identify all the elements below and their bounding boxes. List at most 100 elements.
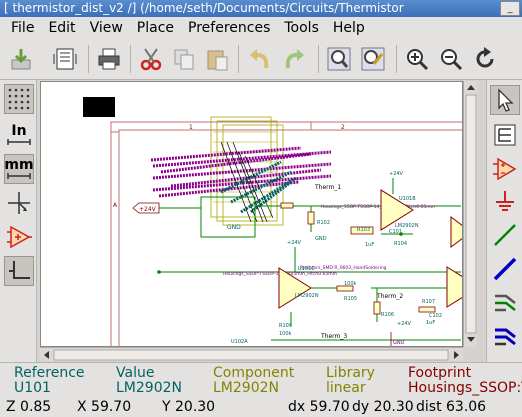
horizontal-scrollbar[interactable] <box>40 347 463 361</box>
power-mid-label: +24V <box>287 240 302 246</box>
value-label: Value <box>116 365 155 381</box>
origin-marker <box>83 97 115 117</box>
cluster-gnd-label: GND <box>227 224 241 231</box>
component-label: Component <box>213 365 295 381</box>
r105-value: 100k <box>344 281 357 287</box>
minimize-button[interactable]: _ <box>500 1 520 16</box>
menu-file[interactable]: File <box>11 20 35 36</box>
paste-icon[interactable] <box>202 44 232 74</box>
gnd1-label: GND <box>315 236 327 242</box>
cursor-icon[interactable] <box>4 188 34 218</box>
right-toolbar <box>486 80 522 362</box>
value-value: LM2902N <box>116 380 182 396</box>
dist-readout: dist 63.06 <box>416 399 487 415</box>
grid-icon[interactable] <box>4 84 34 114</box>
therm2-label: Therm_2 <box>376 293 403 300</box>
sheet-border <box>110 121 462 346</box>
mm-units-button[interactable]: mm <box>4 154 34 184</box>
place-power-icon[interactable] <box>490 186 520 216</box>
menu-place[interactable]: Place <box>136 20 175 36</box>
find-icon[interactable] <box>324 44 354 74</box>
therm1-footprint: Housings_SSOP:TSSOP-14_4.4x5mm_Pitch0.65… <box>321 204 435 210</box>
r109-label: R109 <box>279 323 292 329</box>
wire-to-bus-entry-icon[interactable] <box>490 322 520 352</box>
page-settings-icon[interactable] <box>50 44 80 74</box>
vertical-scrollbar[interactable] <box>463 81 477 347</box>
library-label: Library <box>326 365 375 381</box>
menubar: File Edit View Place Preferences Tools H… <box>0 17 522 39</box>
zoom-readout: Z 0.85 <box>6 399 52 415</box>
therm3-label: Therm_3 <box>320 333 347 340</box>
menu-preferences[interactable]: Preferences <box>188 20 271 36</box>
cut-icon[interactable] <box>136 44 166 74</box>
c102-label: C102 <box>429 313 442 319</box>
mm-label: mm <box>4 157 34 173</box>
find-replace-icon[interactable] <box>358 44 388 74</box>
zoom-out-icon[interactable] <box>436 44 466 74</box>
place-component-icon[interactable] <box>490 154 520 184</box>
u101c-value: LM2902N <box>295 293 319 299</box>
library-info: Library linear <box>326 366 375 396</box>
library-value: linear <box>326 380 366 396</box>
r106-label: R106 <box>381 312 394 318</box>
select-icon[interactable] <box>490 85 520 115</box>
c101-ref: C101 <box>389 229 402 235</box>
inch-label: In <box>11 123 27 139</box>
schematic-canvas[interactable]: 1 2 A GND +24V Therm_1 Housings_SSOP:TSS… <box>40 81 463 347</box>
reference-value: U101 <box>14 380 51 396</box>
place-wire-icon[interactable] <box>490 220 520 250</box>
component-value: LM2902N <box>213 380 279 396</box>
status-bar: Z 0.85 X 59.70 Y 20.30 dx 59.70 dy 20.30… <box>0 398 522 417</box>
hierarchy-navigator-icon[interactable] <box>490 120 520 150</box>
place-bus-icon[interactable] <box>490 254 520 284</box>
menu-tools[interactable]: Tools <box>284 20 319 36</box>
dx-readout: dx 59.70 <box>288 399 350 415</box>
lower-gnd-label: GND <box>393 340 405 346</box>
menu-view[interactable]: View <box>89 20 123 36</box>
sheet-inner-border <box>118 129 462 346</box>
r109-value: 100k <box>279 331 292 337</box>
sheet-number-2: 2 <box>341 124 345 131</box>
scroll-up-icon <box>467 85 475 90</box>
r105-label: R105 <box>344 296 357 302</box>
r102-label: R102 <box>317 220 330 226</box>
u101b-value: LM2902N <box>395 223 419 229</box>
therm1-label: Therm_1 <box>314 184 341 191</box>
footprint-info: Footprint Housings_SSOP:T <box>408 366 522 396</box>
wire-angle-icon[interactable] <box>4 256 34 286</box>
footprint-value: Housings_SSOP:T <box>408 380 522 396</box>
hidden-pins-icon[interactable] <box>4 222 34 252</box>
reference-label: Reference <box>14 365 85 381</box>
power-global-label: +24V <box>139 206 157 213</box>
reference-info: Reference U101 <box>14 366 85 396</box>
x-readout: X 59.70 <box>77 399 132 415</box>
copy-icon[interactable] <box>169 44 199 74</box>
menu-edit[interactable]: Edit <box>48 20 76 36</box>
r104-label: R104 <box>394 241 407 247</box>
footprint-res-label: Resistors_SMD:R_0603_HandSoldering <box>300 265 387 271</box>
overlapping-symbols-cluster: GND <box>150 116 332 238</box>
scroll-left-icon <box>44 351 49 359</box>
redo-icon[interactable] <box>280 44 310 74</box>
zoom-in-icon[interactable] <box>402 44 432 74</box>
u101b-power: +24V <box>389 171 404 177</box>
c101-label: 1uF <box>365 242 374 248</box>
import-icon[interactable] <box>6 44 36 74</box>
r103-label: R103 <box>357 227 370 233</box>
r107-label: R107 <box>422 299 435 305</box>
dy-readout: dy 20.30 <box>352 399 414 415</box>
menu-help[interactable]: Help <box>332 20 365 36</box>
window-title: [ thermistor_dist_v2 /] (/home/seth/Docu… <box>4 1 404 15</box>
scroll-down-icon <box>467 337 475 342</box>
y-readout: Y 20.30 <box>162 399 216 415</box>
undo-icon[interactable] <box>244 44 274 74</box>
print-icon[interactable] <box>94 44 124 74</box>
u101b-label: U101B <box>399 196 416 202</box>
redraw-icon[interactable] <box>470 44 500 74</box>
bus-entry-icon[interactable] <box>490 288 520 318</box>
component-info-bar: Reference U101 Value LM2902N Component L… <box>0 362 522 398</box>
window-controls: _ <box>500 1 520 16</box>
main-toolbar <box>0 39 522 80</box>
component-info: Component LM2902N <box>213 366 294 396</box>
inch-units-button[interactable]: In <box>4 120 34 150</box>
